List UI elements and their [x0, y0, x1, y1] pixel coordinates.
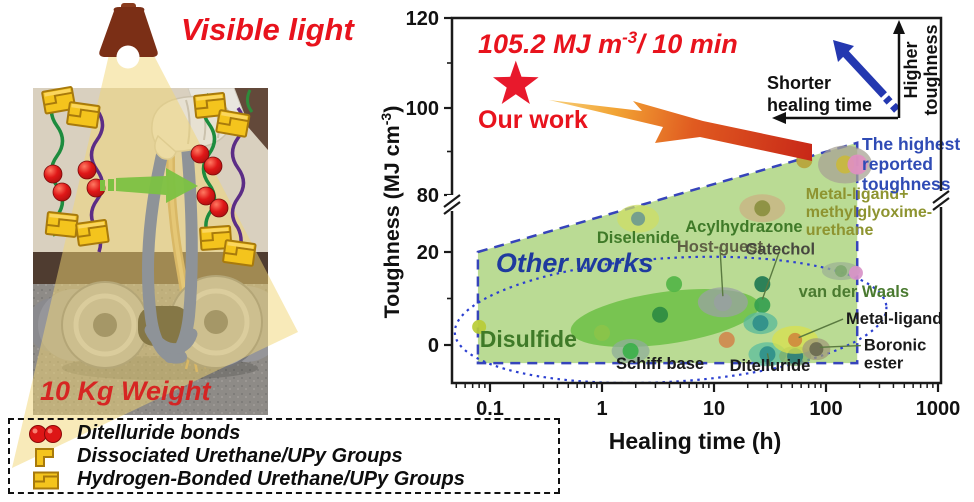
ditelluride-bonds-icon [29, 424, 62, 443]
hydrogen-bonded-urethane-upy-icon [33, 471, 59, 489]
data-point-other [666, 276, 683, 293]
highest-reported-note: reported [862, 154, 933, 174]
photo-cable [245, 89, 254, 113]
visible-light-label: Visible light [181, 12, 355, 47]
legend-label: Hydrogen-Bonded Urethane/UPy Groups [77, 468, 465, 490]
x-tick-label: 1 [596, 398, 607, 420]
x-tick-label: 100 [809, 398, 842, 420]
y-tick-label: 80 [417, 185, 439, 207]
light-beam [12, 46, 298, 468]
legend-label: Dissociated Urethane/UPy Groups [77, 445, 403, 467]
axes: 0 20 80 100 120 0.1 1 10 100 1000 [406, 8, 961, 420]
data-point-diselenide [631, 211, 646, 226]
data-point-metal-ligand [788, 332, 803, 347]
higher-toughness-label: toughness [921, 24, 941, 115]
x-tick-label: 10 [703, 398, 725, 420]
axis-break-mark [932, 190, 950, 204]
data-point-host-guest [713, 293, 732, 312]
polymer-chains-healed [190, 91, 257, 267]
data-point-highest-reported [847, 154, 868, 175]
label-ditelluride: Ditelluride [730, 357, 811, 375]
y-axis-title: Toughness (MJ cm-3) [378, 106, 404, 319]
lamp-icon [99, 3, 158, 69]
mechanism-labels: Diselenide Acylhydrazone Host-guestCatecho… [480, 186, 943, 375]
shorter-time-arrowhead [772, 112, 786, 124]
label-diselenide: Diselenide [597, 229, 680, 247]
shorter-healing-time-label: healing time [767, 95, 872, 115]
legend-box: Ditelluride bonds Dissociated Urethane/U… [8, 418, 560, 494]
y-tick-label: 20 [417, 242, 439, 264]
legend-item-dissociated-urethane: Dissociated Urethane/UPy Groups [28, 445, 552, 468]
ditelluride-bond-spheres [43, 160, 106, 202]
highest-reported-note: toughness [862, 174, 951, 194]
guide-arrow-blue-tail [883, 95, 900, 113]
axis-break-gap [447, 195, 457, 211]
y-tick-label: 120 [406, 8, 439, 30]
guide-arrow-blue-shaft [842, 50, 887, 98]
label-other-works: Other works [496, 248, 654, 278]
data-point-catechol [754, 297, 771, 314]
axis-break-mark [443, 194, 461, 208]
data-point-boronic-ester [809, 342, 824, 357]
leader-host-guest [719, 246, 724, 297]
data-point-other [594, 324, 610, 341]
leader-ditelluride [766, 353, 771, 367]
x-tick-label: 1000 [916, 398, 961, 420]
left-scene: Visible light 10 Kg Weight [12, 3, 355, 468]
legend-item-ditelluride-bonds: Ditelluride bonds [28, 422, 552, 445]
label-schiff-base: Schiff base [616, 355, 704, 373]
label-disulfide: Disulfide [480, 326, 577, 352]
y-tick-label: 0 [428, 335, 439, 357]
label-catechol: Catechol [745, 240, 815, 258]
label-metal-ligand: Metal-ligand [846, 310, 942, 328]
our-work-value: 105.2 MJ m-3/ 10 min [478, 28, 738, 59]
legend-item-hydrogen-bonded-urethane: Hydrogen-Bonded Urethane/UPy Groups [28, 468, 552, 491]
x-tick-label: 0.1 [476, 398, 504, 420]
polymer-chain-green [201, 92, 217, 233]
scatter-points [472, 145, 873, 367]
label-metal-ligand-methylglyoxime-urethane: Metal-ligand+ methylglyoxime-urethane [806, 186, 932, 239]
highest-reported-note: The highest [862, 134, 960, 154]
legend-label: Ditelluride bonds [77, 422, 241, 444]
guide-arrow-blue-head [833, 40, 854, 62]
label-van-der-waals: van der Waals [799, 283, 909, 301]
label-boronic-ester: Boronic ester [864, 337, 926, 373]
other-works-ellipse [453, 255, 888, 383]
data-point-schiff-base [622, 343, 639, 360]
label-acylhydrazone: Acylhydrazone [685, 218, 802, 236]
data-point-disulfide-region [472, 319, 487, 334]
weight-label: 10 Kg Weight [40, 376, 212, 406]
higher-toughness-arrowhead [893, 20, 905, 34]
higher-toughness-label: Higher [901, 41, 921, 98]
our-work-star [493, 60, 539, 104]
x-axis-title: Healing time (h) [609, 428, 782, 454]
plot-area [453, 141, 888, 383]
trend-arrow [549, 100, 812, 161]
axis-break-mark [932, 197, 950, 211]
leader-metal-ligand [798, 318, 844, 339]
data-point-van-der-waals [834, 265, 847, 278]
shorter-healing-time-label: Shorter [767, 73, 831, 93]
healing-arrow-icon [100, 168, 198, 203]
leader-boronic-ester [819, 344, 861, 349]
data-point-acylhydrazone [754, 200, 771, 217]
ditelluride-bond-spheres [190, 144, 229, 218]
axis-break-gap [936, 191, 946, 207]
y-tick-label: 100 [406, 98, 439, 120]
our-work-label: Our work [478, 106, 588, 134]
dissociated-urethane-upy-icon [35, 447, 54, 467]
lamp-bulb [116, 45, 140, 69]
data-point-other [752, 315, 769, 332]
data-point-other [718, 331, 735, 348]
label-host-guest: Host-guest [677, 238, 764, 256]
data-point-van-der-waals [848, 265, 863, 280]
data-point-other [652, 306, 669, 323]
axis-break-mark [443, 201, 461, 215]
leader-catechol [761, 249, 781, 300]
